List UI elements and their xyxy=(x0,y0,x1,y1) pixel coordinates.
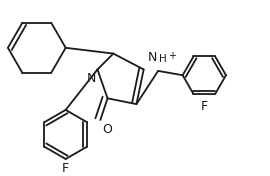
Text: N: N xyxy=(87,72,96,85)
Text: H: H xyxy=(159,54,167,64)
Text: F: F xyxy=(201,100,208,113)
Text: N: N xyxy=(147,51,157,64)
Text: +: + xyxy=(168,51,176,61)
Text: F: F xyxy=(62,162,69,175)
Text: O: O xyxy=(102,123,112,136)
